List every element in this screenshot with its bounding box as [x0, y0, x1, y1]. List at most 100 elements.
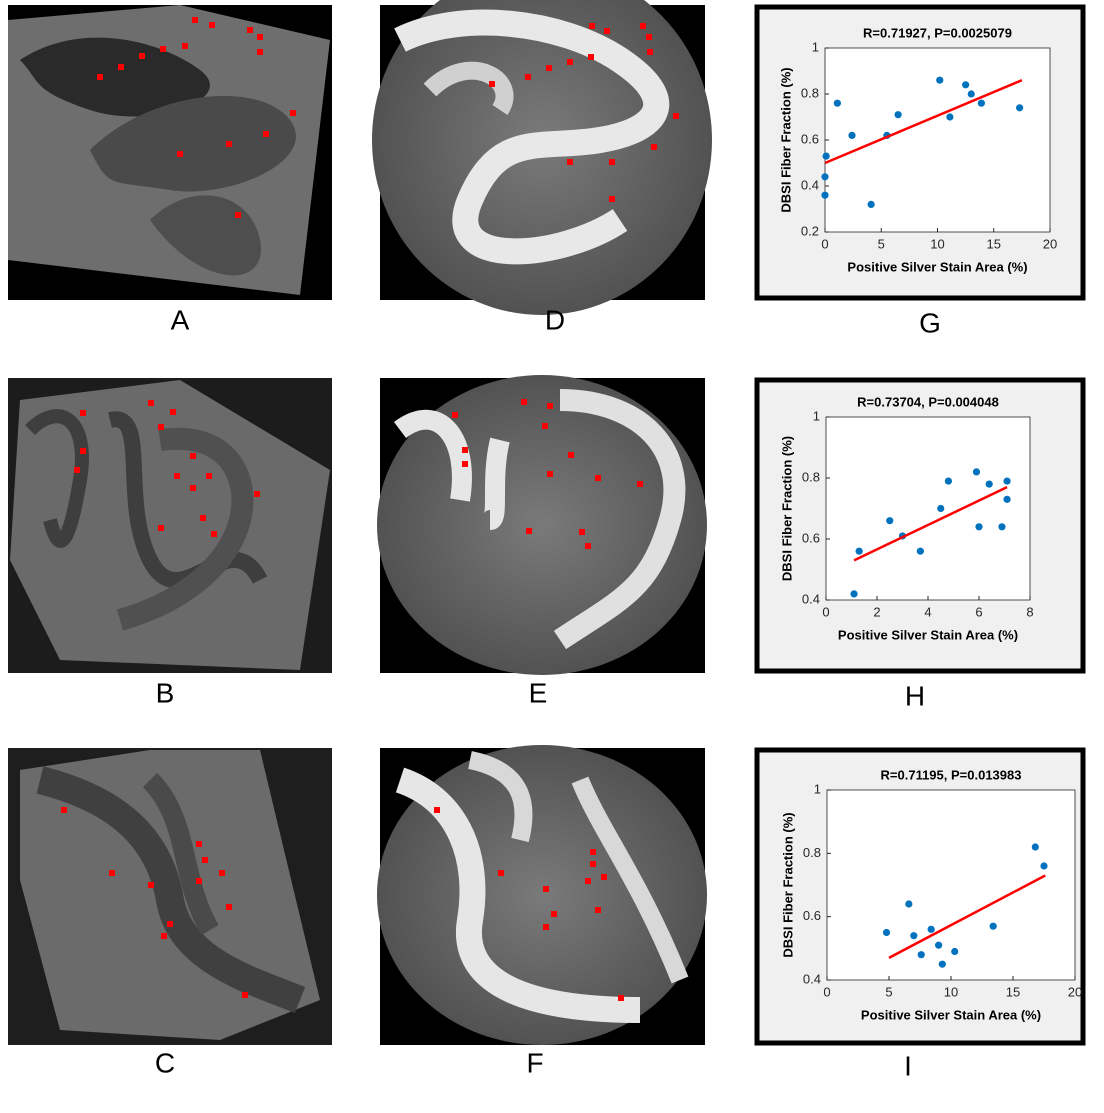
- roi-marker: [525, 74, 531, 80]
- roi-marker: [452, 412, 458, 418]
- roi-marker: [247, 27, 253, 33]
- roi-marker: [97, 74, 103, 80]
- data-point: [1003, 495, 1011, 503]
- panel-label: B: [156, 677, 175, 708]
- y-tick-label: 0.2: [801, 223, 819, 238]
- roi-marker: [595, 475, 601, 481]
- y-tick-label: 0.4: [803, 971, 821, 986]
- x-tick-label: 4: [924, 604, 931, 619]
- y-axis-label: DBSI Fiber Fraction (%): [779, 436, 794, 581]
- data-point: [848, 131, 856, 139]
- data-point: [910, 932, 918, 940]
- roi-marker: [257, 34, 263, 40]
- roi-marker: [202, 857, 208, 863]
- data-point: [951, 947, 959, 956]
- roi-marker: [263, 131, 269, 137]
- data-point: [972, 468, 981, 476]
- y-tick-label: 0.8: [802, 469, 820, 484]
- y-tick-label: 0.6: [802, 530, 820, 545]
- data-point: [937, 504, 945, 513]
- roi-marker: [585, 878, 591, 884]
- image-d: [372, 0, 712, 315]
- data-point: [935, 941, 943, 949]
- y-tick-label: 0.4: [801, 177, 819, 192]
- data-point: [977, 99, 985, 107]
- data-point: [1003, 477, 1011, 485]
- image-c: [8, 748, 332, 1045]
- roi-marker: [462, 447, 468, 453]
- roi-marker: [543, 924, 549, 930]
- roi-marker: [609, 159, 615, 165]
- roi-marker: [206, 473, 212, 479]
- data-point: [936, 76, 944, 84]
- roi-marker: [604, 28, 610, 34]
- roi-marker: [567, 159, 573, 165]
- roi-marker: [618, 995, 624, 1001]
- x-tick-label: 20: [1043, 236, 1057, 251]
- roi-marker: [80, 448, 86, 454]
- roi-marker: [160, 46, 166, 52]
- data-point: [998, 523, 1006, 531]
- roi-marker: [588, 54, 594, 60]
- x-tick-label: 5: [885, 984, 892, 999]
- roi-marker: [200, 515, 206, 521]
- data-point: [946, 113, 954, 121]
- x-tick-label: 10: [930, 236, 944, 251]
- image-b: [8, 378, 332, 673]
- fit-line: [888, 874, 1046, 959]
- roi-marker: [647, 49, 653, 55]
- roi-marker: [590, 849, 596, 855]
- roi-marker: [590, 861, 596, 867]
- x-tick-label: 0: [823, 984, 830, 999]
- roi-marker: [568, 452, 574, 458]
- plot-area: [825, 416, 1031, 601]
- roi-marker: [192, 17, 198, 23]
- x-tick-label: 15: [987, 236, 1001, 251]
- panel-label: A: [171, 304, 190, 335]
- roi-marker: [80, 410, 86, 416]
- roi-marker: [567, 59, 573, 65]
- data-point: [962, 81, 970, 89]
- roi-marker: [498, 870, 504, 876]
- data-point: [882, 928, 891, 937]
- roi-marker: [109, 870, 115, 876]
- data-point: [821, 173, 829, 181]
- chart-title: R=0.71927, P=0.0025079: [863, 25, 1012, 40]
- data-point: [917, 951, 925, 959]
- data-point: [1016, 104, 1024, 112]
- data-point: [1040, 862, 1048, 870]
- x-tick-label: 5: [878, 236, 885, 251]
- data-point: [916, 547, 924, 555]
- roi-marker: [219, 870, 225, 876]
- roi-marker: [257, 49, 263, 55]
- roi-marker: [547, 471, 553, 477]
- roi-marker: [226, 141, 232, 147]
- roi-marker: [161, 933, 167, 939]
- roi-marker: [174, 473, 180, 479]
- x-tick-label: 10: [944, 984, 958, 999]
- image-e: [377, 375, 707, 675]
- fit-line: [853, 486, 1008, 562]
- data-point: [894, 111, 902, 119]
- data-point: [821, 191, 829, 199]
- y-tick-label: 0.6: [801, 131, 819, 146]
- data-point: [927, 925, 935, 933]
- y-tick-label: 0.4: [802, 591, 820, 606]
- x-tick-label: 8: [1026, 604, 1033, 619]
- roi-marker: [148, 400, 154, 406]
- y-tick-label: 0.8: [803, 845, 821, 860]
- data-point: [967, 90, 975, 98]
- roi-marker: [190, 485, 196, 491]
- image-f: [377, 745, 707, 1045]
- data-point: [938, 960, 946, 968]
- roi-marker: [242, 992, 248, 998]
- roi-marker: [601, 874, 607, 880]
- roi-marker: [579, 529, 585, 535]
- roi-marker: [290, 110, 296, 116]
- data-point: [886, 517, 894, 525]
- roi-marker: [74, 467, 80, 473]
- roi-marker: [646, 34, 652, 40]
- roi-marker: [158, 525, 164, 531]
- x-tick-label: 15: [1006, 984, 1020, 999]
